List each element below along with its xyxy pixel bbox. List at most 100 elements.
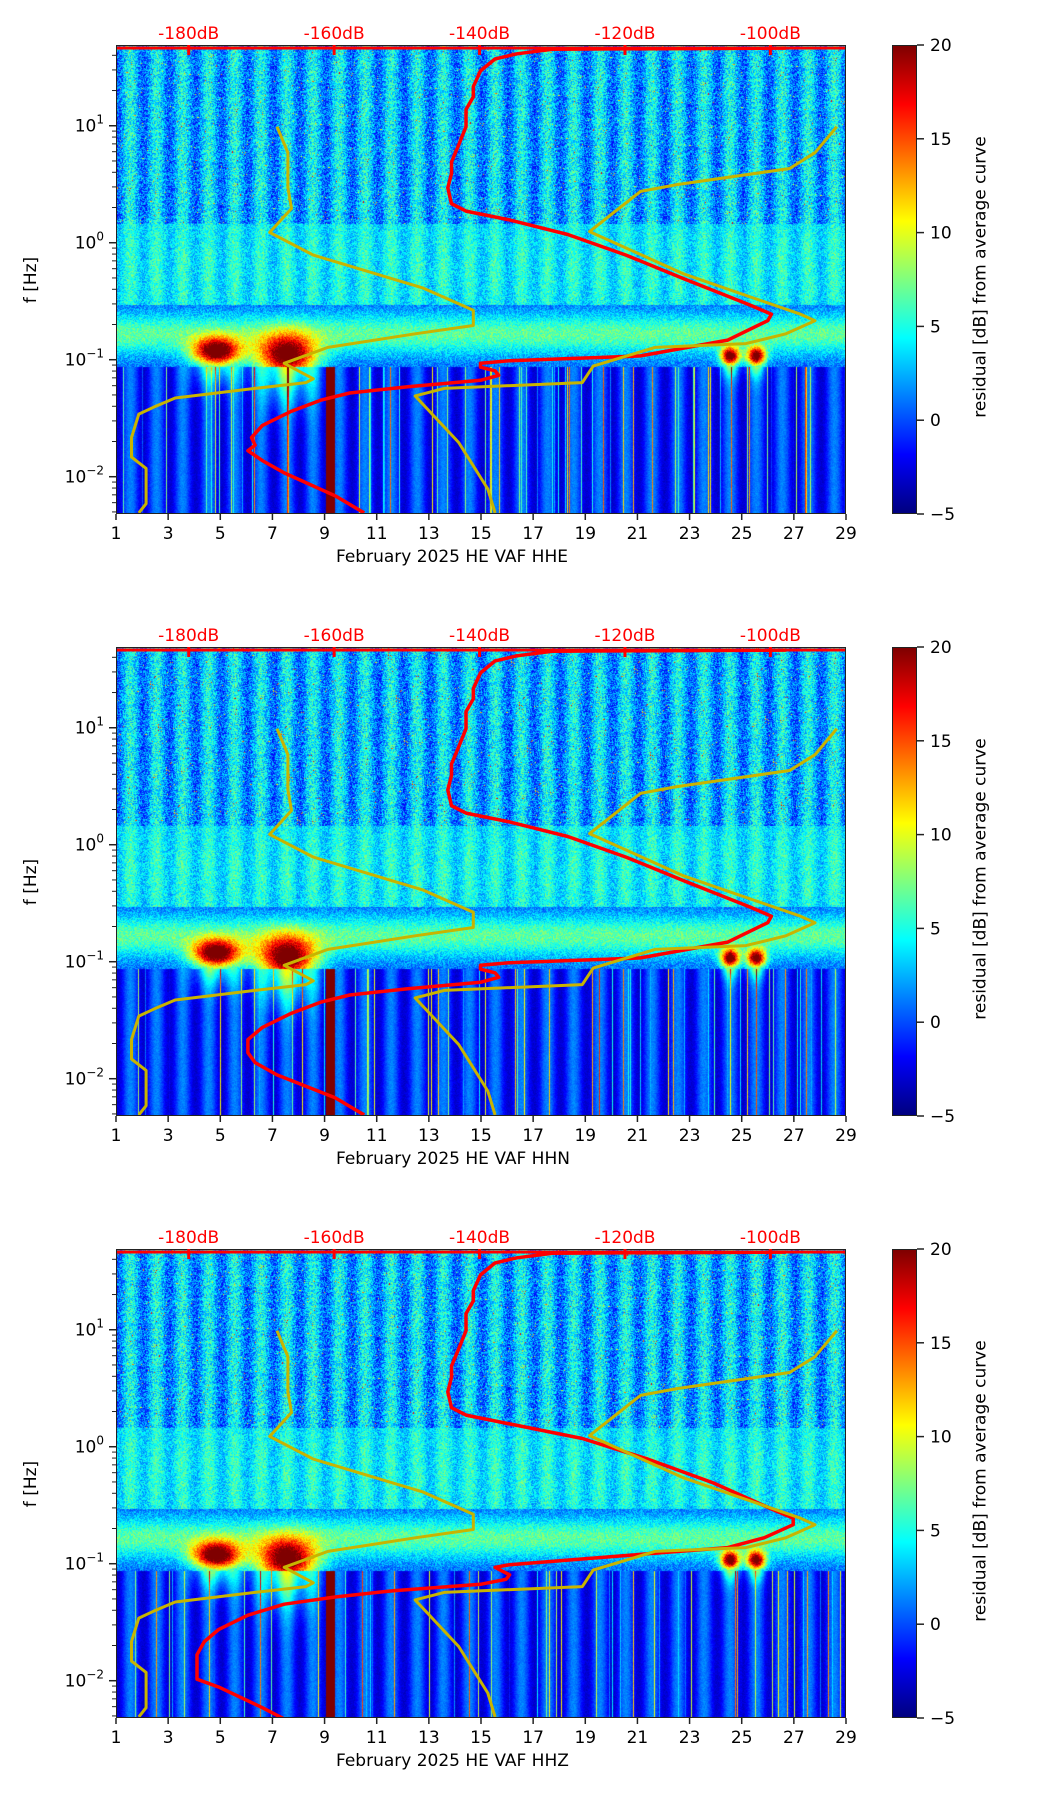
- curves-layer: [117, 46, 845, 513]
- x-tick-label: 9: [319, 524, 330, 544]
- average-psd-curve: [246, 648, 786, 1115]
- y-axis-label: f [Hz]: [21, 256, 42, 304]
- colorbar: [892, 1249, 917, 1718]
- spectrogram-heatmap: [117, 1250, 845, 1717]
- x-tick-label: 29: [835, 524, 857, 544]
- x-tick-label: 11: [366, 1126, 388, 1146]
- x-tick-label: 15: [470, 1728, 492, 1748]
- x-tick-label: 25: [731, 524, 753, 544]
- y-tick-label: 10−2: [65, 464, 104, 488]
- colorbar-tick-label: 15: [930, 130, 952, 150]
- colorbar: [892, 45, 917, 514]
- colorbar-tick-label: 0: [930, 1013, 941, 1033]
- db-tick-label: -180dB: [158, 24, 219, 44]
- db-tick-label: -140dB: [449, 24, 510, 44]
- y-tick-label: 101: [75, 113, 104, 137]
- x-tick-label: 3: [163, 524, 174, 544]
- x-tick-label: 29: [835, 1728, 857, 1748]
- y-tick-label: 100: [75, 1434, 104, 1458]
- x-tick-label: 17: [522, 1728, 544, 1748]
- colorbar-tick-label: 0: [930, 411, 941, 431]
- x-tick-label: 19: [574, 1126, 596, 1146]
- noise-model-curve: [413, 125, 838, 513]
- axes: 1 3 5 7 9 11 13 15 17 19 21 23 25 27 29-180dB -160dB -14…: [65, 24, 955, 544]
- average-psd-curve: [195, 1250, 795, 1717]
- colorbar-tick-label: 10: [930, 224, 952, 244]
- colorbar-tick-label: 5: [930, 317, 941, 337]
- colorbar-tick-label: 0: [930, 1615, 941, 1635]
- x-tick-label: 17: [522, 1126, 544, 1146]
- colorbar: [892, 647, 917, 1116]
- noise-model-curve: [413, 727, 838, 1115]
- x-tick-label: 7: [267, 1126, 278, 1146]
- y-tick-label: 100: [75, 230, 104, 254]
- spectrogram-plot: [116, 647, 846, 1116]
- axes: 1 3 5 7 9 11 13 15 17 19 21 23 25 27 29-180dB -160dB -14…: [65, 626, 955, 1146]
- colorbar-tick-label: −5: [930, 1709, 955, 1729]
- db-tick-label: -140dB: [449, 626, 510, 646]
- x-axis-label: February 2025 HE VAF HHN: [336, 1149, 570, 1169]
- y-tick-label: 10−1: [65, 949, 104, 973]
- colorbar-label: residual [dB] from average curve: [970, 1340, 991, 1622]
- y-tick-label: 10−1: [65, 347, 104, 371]
- curves-layer: [117, 1250, 845, 1717]
- x-tick-label: 23: [679, 1728, 701, 1748]
- x-tick-label: 9: [319, 1126, 330, 1146]
- y-tick-label: 101: [75, 1317, 104, 1341]
- spectrogram-plot: [116, 1249, 846, 1718]
- colorbar-label: residual [dB] from average curve: [970, 738, 991, 1020]
- x-tick-label: 7: [267, 524, 278, 544]
- x-tick-label: 7: [267, 1728, 278, 1748]
- x-tick-label: 27: [783, 524, 805, 544]
- noise-model-curve: [130, 728, 475, 1115]
- x-tick-label: 5: [215, 1728, 226, 1748]
- x-tick-label: 21: [627, 1126, 649, 1146]
- x-tick-label: 11: [366, 1728, 388, 1748]
- noise-model-curve: [413, 1329, 838, 1717]
- db-tick-label: -180dB: [158, 1228, 219, 1248]
- y-axis-label: f [Hz]: [21, 858, 42, 906]
- spectrogram-plot: [116, 45, 846, 514]
- db-tick-label: -180dB: [158, 626, 219, 646]
- db-tick-label: -120dB: [594, 1228, 655, 1248]
- colorbar-tick-label: 15: [930, 1334, 952, 1354]
- x-tick-label: 29: [835, 1126, 857, 1146]
- noise-model-curve: [130, 126, 475, 513]
- y-tick-label: 10−2: [65, 1066, 104, 1090]
- db-tick-label: -120dB: [594, 626, 655, 646]
- colorbar-tick-label: 20: [930, 638, 952, 658]
- x-tick-label: 11: [366, 524, 388, 544]
- colorbar-tick-label: 20: [930, 36, 952, 56]
- x-tick-label: 1: [111, 524, 122, 544]
- x-tick-label: 1: [111, 1126, 122, 1146]
- x-tick-label: 19: [574, 524, 596, 544]
- curves-layer: [117, 648, 845, 1115]
- db-tick-label: -100dB: [740, 24, 801, 44]
- x-tick-label: 25: [731, 1126, 753, 1146]
- x-tick-label: 5: [215, 1126, 226, 1146]
- colorbar-tick-label: −5: [930, 505, 955, 525]
- colorbar-tick-label: 15: [930, 732, 952, 752]
- x-tick-label: 1: [111, 1728, 122, 1748]
- x-tick-label: 23: [679, 1126, 701, 1146]
- colorbar-tick-label: 20: [930, 1240, 952, 1260]
- colorbar-tick-label: 5: [930, 1521, 941, 1541]
- y-tick-label: 101: [75, 715, 104, 739]
- colorbar-tick-label: 5: [930, 919, 941, 939]
- colorbar-tick-label: 10: [930, 826, 952, 846]
- x-tick-label: 13: [418, 524, 440, 544]
- db-tick-label: -120dB: [594, 24, 655, 44]
- db-tick-label: -100dB: [740, 1228, 801, 1248]
- x-tick-label: 17: [522, 524, 544, 544]
- x-tick-label: 25: [731, 1728, 753, 1748]
- colorbar-label: residual [dB] from average curve: [970, 136, 991, 418]
- db-tick-label: -140dB: [449, 1228, 510, 1248]
- x-tick-label: 19: [574, 1728, 596, 1748]
- y-axis-label: f [Hz]: [21, 1460, 42, 1508]
- db-tick-label: -160dB: [304, 1228, 365, 1248]
- noise-model-curve: [130, 1330, 475, 1717]
- x-axis-label: February 2025 HE VAF HHE: [336, 547, 568, 567]
- x-tick-label: 3: [163, 1126, 174, 1146]
- x-tick-label: 5: [215, 524, 226, 544]
- axes: 1 3 5 7 9 11 13 15 17 19 21 23 25 27 29-180dB -160dB -14…: [65, 1228, 955, 1748]
